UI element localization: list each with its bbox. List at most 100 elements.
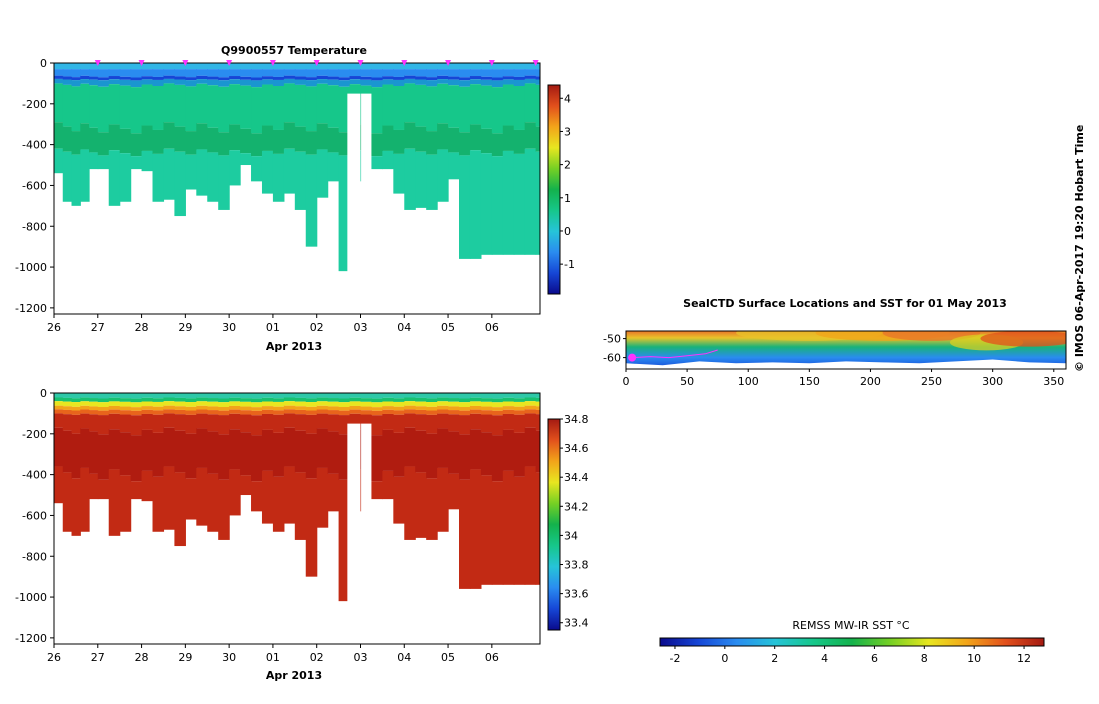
salinity-layer (415, 406, 427, 410)
salinity-layer (185, 398, 197, 403)
salinity-layer (404, 427, 416, 467)
temperature-layer (163, 69, 176, 76)
temperature-profile-column (97, 63, 110, 170)
temperature-profile-column (108, 63, 121, 206)
temperature-layer (524, 63, 537, 70)
salinity-profile-column (240, 393, 252, 496)
temperature-layer (316, 75, 329, 80)
salinity-layer (261, 401, 274, 407)
temperature-y-tick-label: -1200 (15, 302, 47, 315)
temperature-layer (535, 76, 540, 80)
salinity-profile-column (97, 393, 110, 500)
temperature-layer (71, 80, 81, 87)
salinity-layer (119, 393, 132, 399)
salinity-layer (283, 401, 296, 406)
temperature-profile-column (283, 63, 296, 194)
salinity-layer (130, 402, 143, 408)
salinity-layer (524, 427, 537, 467)
track-start-marker (628, 353, 637, 362)
salinity-layer (524, 466, 537, 585)
salinity-layer (152, 406, 165, 411)
salinity-layer (448, 393, 460, 399)
salinity-layer (459, 479, 471, 589)
temperature-layer (272, 129, 285, 154)
temperature-layer (251, 69, 263, 78)
salinity-layer (305, 398, 318, 403)
salinity-layer (415, 397, 427, 402)
temperature-layer (108, 150, 121, 206)
temperature-layer (294, 126, 307, 152)
temperature-layer (62, 84, 73, 127)
salinity-layer (469, 393, 482, 398)
temperature-colorbar-tick-label: 3 (564, 125, 571, 138)
temperature-layer (251, 87, 263, 134)
map-x-tick-label: 200 (860, 375, 881, 388)
temperature-layer (437, 63, 449, 70)
salinity-profile-column (360, 393, 373, 424)
salinity-x-tick-label: 28 (135, 651, 149, 664)
temperature-profile-column (163, 63, 176, 200)
temperature-layer (513, 63, 526, 70)
salinity-layer (119, 414, 132, 433)
salinity-layer (426, 406, 438, 411)
salinity-layer (152, 414, 165, 433)
salinity-layer (448, 473, 460, 510)
salinity-layer (316, 401, 329, 406)
salinity-layer (89, 401, 99, 407)
temperature-layer (196, 75, 208, 80)
temperature-layer (448, 152, 460, 180)
temperature-layer (108, 69, 121, 77)
salinity-layer (174, 472, 186, 547)
temperature-layer (196, 123, 208, 150)
imos-credit: © IMOS 06-Apr-2017 19:20 Hobart Time (1073, 125, 1086, 372)
salinity-layer (327, 406, 340, 411)
salinity-layer (240, 475, 252, 496)
map-y-tick-label: -50 (603, 333, 621, 346)
salinity-layer (338, 415, 351, 435)
temperature-layer (426, 86, 438, 132)
temperature-layer (480, 85, 493, 129)
salinity-layer (272, 414, 285, 433)
salinity-layer (207, 473, 219, 532)
salinity-layer (338, 406, 351, 411)
salinity-layer (360, 406, 373, 411)
salinity-layer (382, 429, 394, 471)
salinity-layer (426, 398, 438, 403)
salinity-layer (327, 410, 340, 415)
salinity-layer (437, 409, 449, 414)
temperature-layer (251, 63, 263, 70)
temperature-profile-column (229, 63, 241, 186)
temperature-layer (491, 69, 504, 78)
temperature-layer (152, 129, 165, 154)
salinity-layer (535, 409, 540, 415)
salinity-layer (185, 433, 197, 479)
temperature-layer (272, 63, 285, 70)
salinity-layer (261, 429, 274, 471)
temperature-layer (426, 80, 438, 87)
salinity-layer (415, 393, 427, 398)
warm-sst-patch (980, 331, 1066, 347)
salinity-layer (97, 434, 110, 480)
temperature-layer (338, 155, 351, 272)
salinity-layer (338, 393, 351, 399)
temperature-layer (54, 78, 64, 84)
temperature-layer (163, 148, 176, 200)
temperature-profile-column (294, 63, 307, 210)
salinity-profile-column (502, 393, 515, 585)
salinity-layer (141, 409, 154, 414)
salinity-profile-column (207, 393, 219, 532)
salinity-colorbar-tick-label: 34.4 (564, 471, 589, 484)
temperature-layer (185, 154, 197, 190)
temperature-layer (393, 63, 405, 70)
salinity-profile-column (54, 393, 64, 504)
salinity-layer (229, 409, 241, 414)
temperature-layer (437, 83, 449, 124)
temperature-profile-column (448, 63, 460, 180)
salinity-layer (80, 401, 90, 406)
temperature-profile-column (327, 63, 340, 182)
salinity-data-gap (347, 423, 361, 644)
temperature-profile-column (415, 63, 427, 208)
salinity-layer (469, 409, 482, 414)
salinity-layer (130, 398, 143, 403)
salinity-layer (62, 401, 73, 407)
